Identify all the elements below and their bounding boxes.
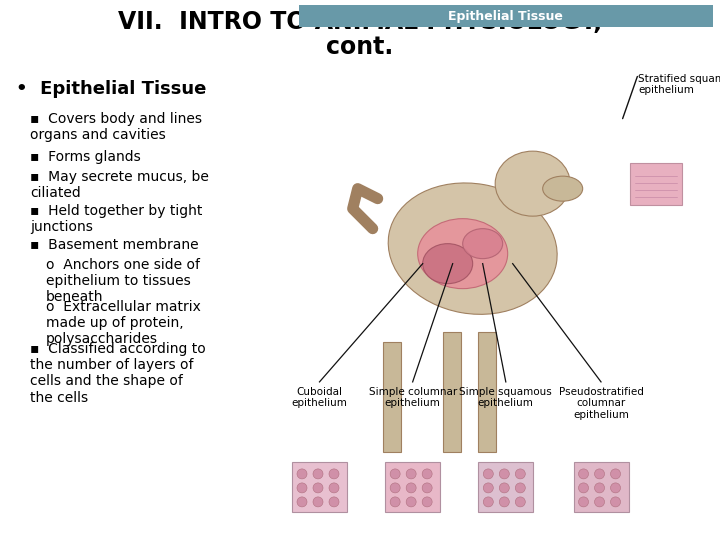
Ellipse shape — [422, 469, 432, 479]
Ellipse shape — [422, 483, 432, 493]
Ellipse shape — [492, 188, 543, 228]
Ellipse shape — [297, 469, 307, 479]
Text: Simple columnar
epithelium: Simple columnar epithelium — [369, 387, 456, 408]
Bar — [630, 164, 682, 205]
Ellipse shape — [329, 469, 339, 479]
Text: Pseudostratified
columnar
epithelium: Pseudostratified columnar epithelium — [559, 387, 644, 420]
Bar — [574, 462, 629, 512]
Bar — [478, 462, 534, 512]
Ellipse shape — [611, 497, 621, 507]
Bar — [443, 332, 461, 452]
Text: VII.  INTRO TO ANIMAL PHYSIOLOGY,: VII. INTRO TO ANIMAL PHYSIOLOGY, — [118, 10, 602, 34]
Ellipse shape — [595, 469, 605, 479]
Ellipse shape — [463, 228, 503, 259]
Ellipse shape — [516, 483, 526, 493]
Ellipse shape — [595, 497, 605, 507]
Ellipse shape — [516, 497, 526, 507]
Ellipse shape — [329, 497, 339, 507]
Text: ▪  Forms glands: ▪ Forms glands — [30, 150, 140, 164]
Text: o  Extracellular matrix
made up of protein,
polysaccharides: o Extracellular matrix made up of protei… — [46, 300, 201, 346]
Bar — [299, 5, 713, 28]
Ellipse shape — [483, 469, 493, 479]
Text: ▪  May secrete mucus, be
ciliated: ▪ May secrete mucus, be ciliated — [30, 170, 209, 200]
Ellipse shape — [611, 483, 621, 493]
Ellipse shape — [313, 469, 323, 479]
Ellipse shape — [579, 469, 588, 479]
Ellipse shape — [579, 483, 588, 493]
Ellipse shape — [313, 497, 323, 507]
Ellipse shape — [406, 469, 416, 479]
Ellipse shape — [313, 483, 323, 493]
Ellipse shape — [483, 497, 493, 507]
Text: Simple squamous
epithelium: Simple squamous epithelium — [459, 387, 552, 408]
Bar — [292, 462, 347, 512]
Ellipse shape — [406, 483, 416, 493]
Text: ▪  Covers body and lines
organs and cavities: ▪ Covers body and lines organs and cavit… — [30, 112, 202, 142]
Text: ▪  Held together by tight
junctions: ▪ Held together by tight junctions — [30, 204, 202, 234]
Ellipse shape — [390, 469, 400, 479]
Bar — [385, 462, 440, 512]
Ellipse shape — [388, 183, 557, 314]
Ellipse shape — [390, 483, 400, 493]
Text: Cuboidal
epithelium: Cuboidal epithelium — [292, 387, 348, 408]
Ellipse shape — [406, 497, 416, 507]
Ellipse shape — [423, 244, 472, 284]
Ellipse shape — [483, 483, 493, 493]
Ellipse shape — [543, 176, 582, 201]
Text: Stratified squamous
epithelium: Stratified squamous epithelium — [638, 74, 720, 96]
Ellipse shape — [390, 497, 400, 507]
Bar — [299, 5, 713, 532]
Text: cont.: cont. — [326, 35, 394, 59]
Bar — [477, 332, 495, 452]
Text: o  Anchors one side of
epithelium to tissues
beneath: o Anchors one side of epithelium to tiss… — [46, 258, 200, 305]
Ellipse shape — [499, 469, 509, 479]
Bar — [383, 342, 400, 452]
Ellipse shape — [611, 469, 621, 479]
Ellipse shape — [595, 483, 605, 493]
Text: ▪  Classified according to
the number of layers of
cells and the shape of
the ce: ▪ Classified according to the number of … — [30, 342, 206, 404]
Ellipse shape — [516, 469, 526, 479]
Ellipse shape — [418, 219, 508, 289]
Text: •  Epithelial Tissue: • Epithelial Tissue — [16, 80, 207, 98]
Ellipse shape — [499, 497, 509, 507]
Text: ▪  Basement membrane: ▪ Basement membrane — [30, 238, 199, 252]
Ellipse shape — [297, 497, 307, 507]
Ellipse shape — [329, 483, 339, 493]
Text: Epithelial Tissue: Epithelial Tissue — [449, 10, 563, 23]
Ellipse shape — [422, 497, 432, 507]
Ellipse shape — [499, 483, 509, 493]
Ellipse shape — [495, 151, 570, 216]
Ellipse shape — [579, 497, 588, 507]
Ellipse shape — [297, 483, 307, 493]
